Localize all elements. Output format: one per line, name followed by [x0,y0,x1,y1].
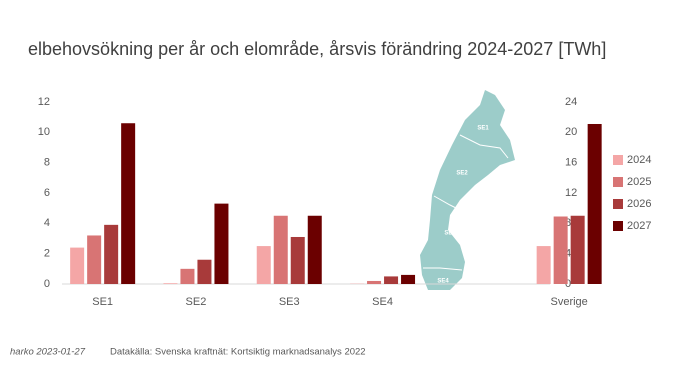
map-label: SE4 [437,279,449,285]
y2-tick-label: 24 [565,96,577,108]
border [433,195,461,211]
source: Datakälla: Svenska kraftnät: Kortsiktig … [110,347,366,358]
x-tick-label: SE4 [372,296,393,308]
map-label: SE1 [477,126,489,132]
y-tick-label: 6 [44,187,50,199]
bar [70,247,85,284]
bar [384,276,399,284]
x-tick-label: SE2 [186,296,207,308]
legend-label: 2027 [627,220,651,232]
chart-title: elbehovsökning per år och elområde, årsv… [28,39,606,59]
bar [401,274,416,284]
legend-swatch [613,199,623,209]
y2-tick-label: 0 [565,278,571,290]
y-tick-label: 8 [44,157,50,169]
legend-label: 2024 [627,154,651,166]
bar [536,246,551,284]
sweden-map [420,90,515,290]
bar [367,280,382,284]
bar [104,224,119,284]
bar [307,215,322,284]
legend-swatch [613,155,623,165]
legend-label: 2025 [627,176,651,188]
bar [121,123,136,284]
legend-swatch [613,221,623,231]
border [459,134,509,159]
x-tick-label: Sverige [551,296,588,308]
y2-tick-label: 12 [565,187,577,199]
y-tick-label: 10 [38,126,50,138]
y-tick-label: 2 [44,248,50,260]
author: harko 2023-01-27 [10,347,86,358]
bar [197,259,212,284]
y2-tick-label: 4 [565,248,571,260]
bar [163,283,178,284]
bar [290,236,305,284]
y-tick-label: 0 [44,278,50,290]
legend-label: 2026 [627,198,651,210]
bar [570,215,585,284]
legend-swatch [613,177,623,187]
bar [180,268,195,284]
y2-tick-label: 8 [565,217,571,229]
bar [214,203,229,284]
x-tick-label: SE1 [92,296,113,308]
map [420,90,515,290]
y2-tick-label: 16 [565,157,577,169]
bar [273,215,288,284]
map-label: SE2 [456,171,468,177]
y-tick-label: 12 [38,96,50,108]
border [423,267,463,271]
bar [87,235,102,284]
x-tick-label: SE3 [279,296,300,308]
y-tick-label: 4 [44,217,50,229]
y2-tick-label: 20 [565,126,577,138]
bar [553,216,568,284]
bar [256,246,271,284]
map-label: SE3 [444,231,456,237]
bar [587,123,602,284]
